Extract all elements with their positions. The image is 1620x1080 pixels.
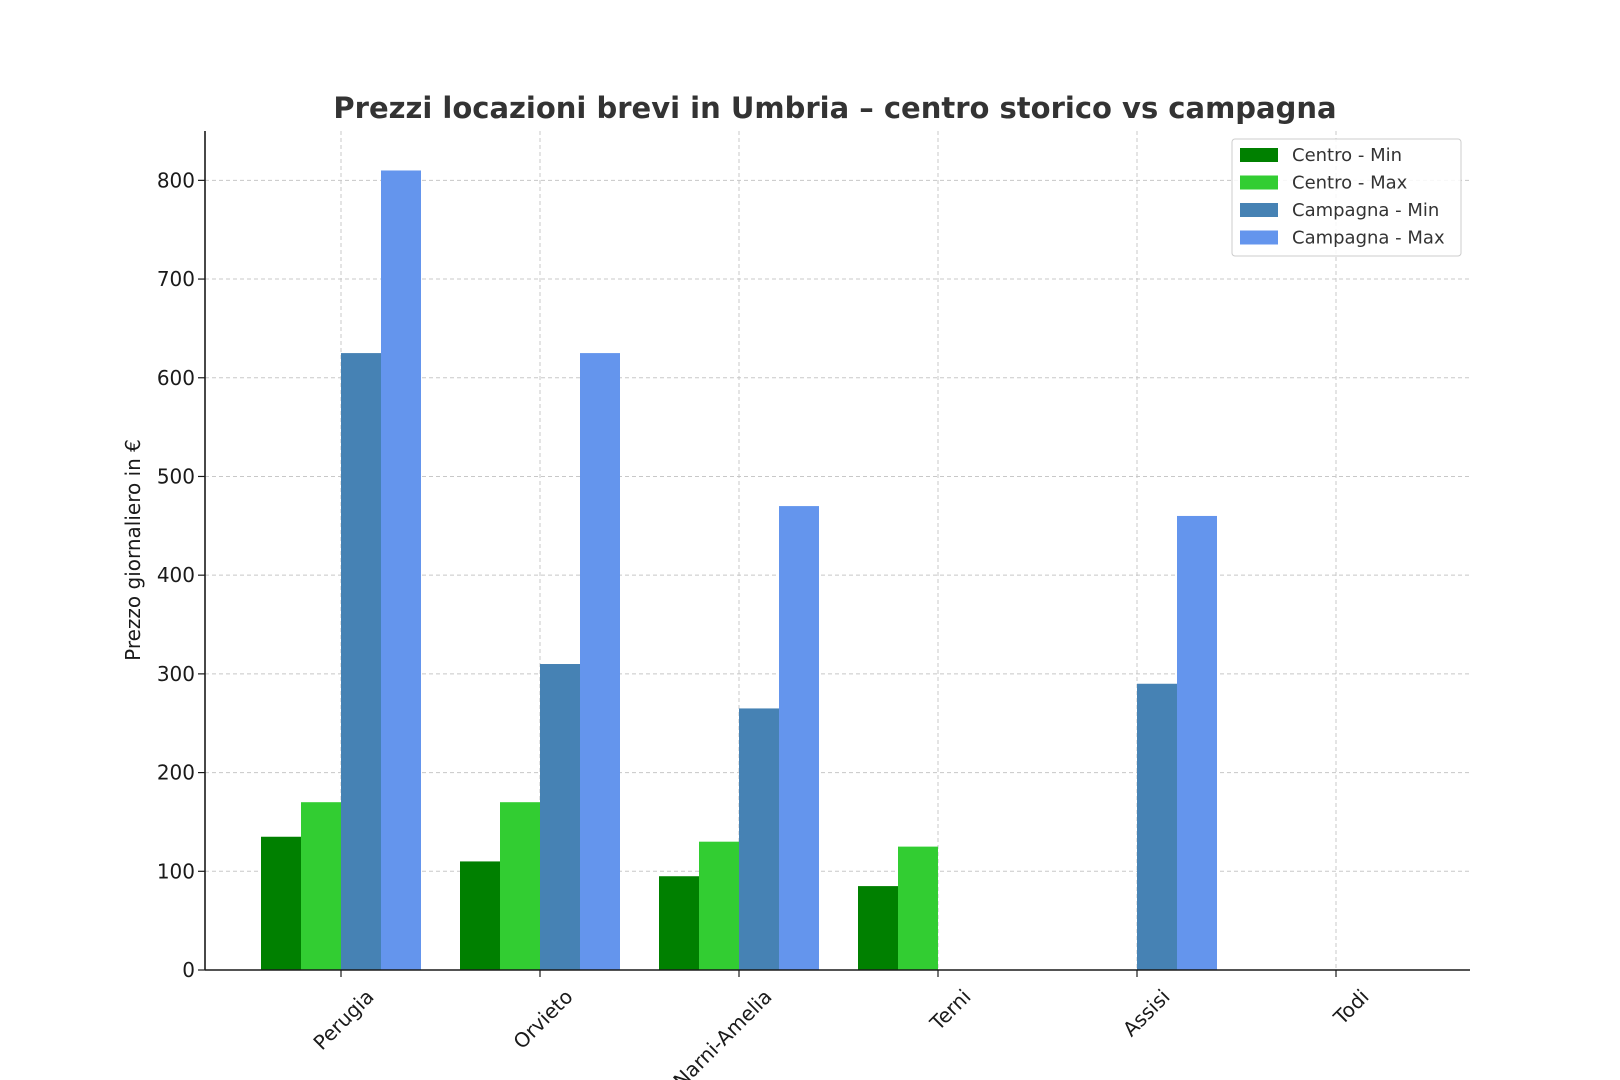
legend-swatch — [1240, 175, 1278, 190]
legend-frame — [1231, 138, 1462, 257]
bar — [779, 506, 819, 970]
legend-swatch — [1240, 230, 1278, 245]
bar — [341, 353, 381, 970]
bar — [460, 861, 500, 970]
legend-swatch — [1240, 148, 1278, 162]
y-tick-label: 800 — [157, 168, 195, 192]
bar — [580, 353, 620, 970]
legend-label: Campagna - Max — [1292, 228, 1445, 249]
bar — [301, 802, 341, 970]
legend-label: Centro - Min — [1292, 145, 1402, 166]
legend-label: Centro - Max — [1292, 173, 1408, 194]
y-tick-label: 0 — [182, 958, 195, 982]
y-tick-label: 300 — [157, 662, 195, 686]
y-tick-label: 700 — [157, 267, 195, 291]
y-axis-label: Prezzo giornaliero in € — [121, 439, 145, 661]
x-ticks: Perugia Orvieto Narni-Amelia Terni Assisi Tod… — [308, 970, 1374, 1080]
bar — [540, 664, 580, 970]
x-tick-label: Orvieto — [508, 985, 577, 1054]
x-tick-label: Todi — [1328, 985, 1373, 1030]
x-tick-label: Narni-Amelia — [668, 985, 776, 1080]
legend-label: Campagna - Min — [1292, 200, 1439, 221]
bar — [739, 708, 779, 970]
chart-title: Prezzi locazioni brevi in Umbria – centr… — [333, 91, 1336, 125]
bars — [261, 170, 1217, 970]
y-tick-label: 500 — [157, 464, 195, 488]
y-ticks: 0 100 200 300 400 500 600 700 800 — [157, 168, 205, 982]
y-tick-label: 400 — [157, 563, 195, 587]
bar — [699, 841, 739, 970]
bar — [659, 876, 699, 970]
bar — [261, 836, 301, 970]
legend-swatch — [1240, 203, 1278, 217]
bar — [381, 170, 421, 970]
y-tick-label: 200 — [157, 761, 195, 785]
bar — [858, 886, 898, 970]
x-tick-label: Perugia — [308, 985, 378, 1055]
bar — [1137, 683, 1177, 970]
axes — [204, 131, 1470, 971]
x-tick-label: Terni — [924, 985, 975, 1036]
x-tick-label: Assisi — [1118, 985, 1175, 1042]
y-tick-label: 100 — [157, 859, 195, 883]
bar — [1177, 515, 1217, 970]
bar — [500, 802, 540, 970]
legend: Centro - Min Centro - Max Campagna - Min Ca… — [1231, 138, 1462, 257]
y-tick-label: 600 — [157, 366, 195, 390]
bar — [898, 846, 938, 970]
